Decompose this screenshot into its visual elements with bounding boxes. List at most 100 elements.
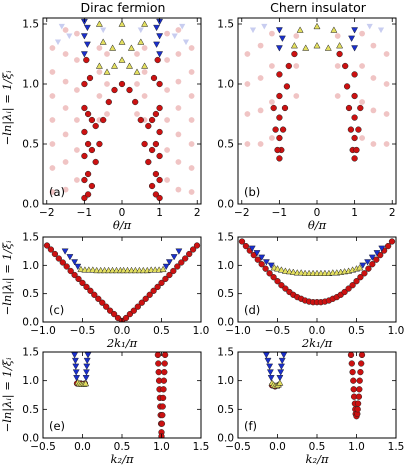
point-c-0-22: [130, 307, 137, 314]
point-d-2-2: [277, 266, 286, 273]
point-d-0-32: [365, 265, 372, 272]
point-b-2-8: [283, 83, 291, 90]
point-c-0-37: [189, 246, 197, 253]
point-b-0-14: [359, 63, 365, 69]
point-a-0-39: [164, 30, 171, 37]
point-c-0-25: [142, 295, 149, 302]
point-b-2-21: [345, 104, 353, 112]
point-a-4-0: [80, 51, 88, 58]
ytick-label-b-1: 0.5: [217, 139, 234, 151]
point-f-0-17: [358, 360, 365, 367]
xtick-label-f-1: 0.0: [269, 441, 286, 453]
point-b-0-0: [244, 141, 251, 147]
point-d-0-37: [384, 242, 392, 250]
point-f-1-4: [267, 375, 275, 382]
point-e-0-14: [159, 394, 167, 402]
point-c-0-5: [63, 263, 70, 270]
point-a-0-34: [164, 177, 171, 183]
point-c-0-28: [154, 283, 161, 291]
point-d-0-31: [361, 270, 368, 277]
point-a-0-2: [49, 141, 56, 147]
point-a-0-18: [74, 57, 80, 63]
point-c-0-24: [138, 299, 145, 306]
point-b-4-0: [275, 45, 283, 52]
point-a-2-3: [81, 128, 88, 136]
point-a-0-40: [175, 186, 182, 193]
point-a-2-16: [92, 122, 99, 130]
xtick-label-d-4: 1.0: [388, 325, 405, 337]
point-d-0-0: [238, 238, 246, 245]
point-b-2-15: [351, 134, 358, 142]
point-c-0-3: [55, 255, 62, 262]
xtick-label-e-2: 0.5: [114, 441, 131, 453]
ytick-label-f-0: 0.0: [217, 433, 234, 445]
point-a-2-1: [81, 176, 88, 184]
point-c-2-21: [159, 265, 167, 273]
point-a-2-22: [126, 86, 133, 94]
ytick-label-c-0: 0.0: [22, 317, 39, 329]
point-e-1-3: [72, 369, 80, 376]
point-a-0-23: [96, 45, 103, 51]
point-d-0-34: [373, 256, 380, 263]
xtick-label-f-0: −0.5: [225, 441, 251, 453]
point-b-0-29: [334, 33, 341, 39]
point-a-0-19: [74, 30, 80, 37]
point-b-0-4: [257, 141, 264, 147]
point-d-0-29: [353, 278, 360, 285]
xlabel-d: 2k₁/π: [301, 336, 333, 350]
point-e-0-15: [160, 386, 167, 393]
data-points-a: [49, 18, 195, 202]
xtick-label-c-2: 0.0: [114, 325, 131, 337]
point-b-0-9: [269, 99, 275, 105]
data-points-f: [262, 352, 366, 420]
xtick-label-c-3: 0.5: [153, 325, 170, 337]
point-f-1-3: [266, 369, 274, 376]
point-d-1-9: [378, 245, 386, 252]
point-c-0-0: [43, 242, 51, 249]
ytick-label-f-1: 0.5: [217, 404, 234, 416]
ytick-label-b-3: 1.5: [217, 19, 234, 31]
point-c-0-29: [158, 279, 165, 287]
point-a-0-14: [74, 177, 80, 183]
point-c-0-8: [75, 275, 82, 283]
xtick-label-b-4: 2: [389, 207, 396, 219]
data-points-b: [244, 22, 390, 162]
point-b-3-6: [313, 22, 321, 30]
point-b-2-23: [342, 62, 349, 70]
point-f-1-1: [264, 357, 272, 365]
point-d-1-5: [359, 262, 367, 269]
xtick-label-d-2: 0.0: [309, 325, 326, 337]
xlabel-c: 2k₁/π: [106, 336, 138, 350]
point-a-2-28: [148, 182, 156, 190]
point-e-0-13: [159, 403, 166, 410]
point-a-0-50: [188, 117, 195, 123]
point-e-1-7: [83, 363, 91, 370]
panel-c: −1.0 −0.5 0.0 0.5 1.0 0.0 0.5 1.0 1.5 2k₁/π (c): [22, 232, 209, 351]
point-f-0-12: [354, 400, 362, 407]
point-b-3-7: [330, 26, 338, 33]
frame-d: [237, 236, 397, 323]
xtick-label-d-1: −0.5: [265, 325, 291, 337]
point-a-2-30: [148, 116, 156, 124]
point-b-0-28: [334, 63, 341, 69]
point-f-0-13: [355, 393, 363, 400]
point-a-3-5: [133, 68, 141, 75]
column-title-chern: Chern insulator: [270, 0, 367, 15]
xlabel-a: θ/π: [113, 218, 132, 232]
point-a-2-4: [81, 104, 88, 112]
point-b-0-24: [293, 93, 300, 99]
point-b-2-18: [351, 71, 358, 78]
point-c-0-16: [106, 307, 114, 314]
ytick-label-e-0: 0.0: [22, 433, 39, 445]
point-a-0-7: [62, 186, 69, 193]
point-b-2-24: [336, 50, 343, 58]
point-a-0-10: [62, 105, 69, 111]
point-c-0-30: [162, 275, 169, 283]
panel-f: −0.5 0.0 0.5 1.0 1.50.00.51.01.5k₂/π(f): [217, 347, 404, 465]
point-d-0-27: [345, 285, 352, 292]
point-a-2-18: [100, 116, 107, 124]
y-axis-label-top: −ln|λᵢ| = 1/ξᵢ: [0, 71, 15, 146]
xtick-label-b-0: −2: [234, 207, 249, 219]
xtick-label-a-4: 2: [194, 207, 201, 219]
point-c-0-4: [59, 259, 66, 266]
